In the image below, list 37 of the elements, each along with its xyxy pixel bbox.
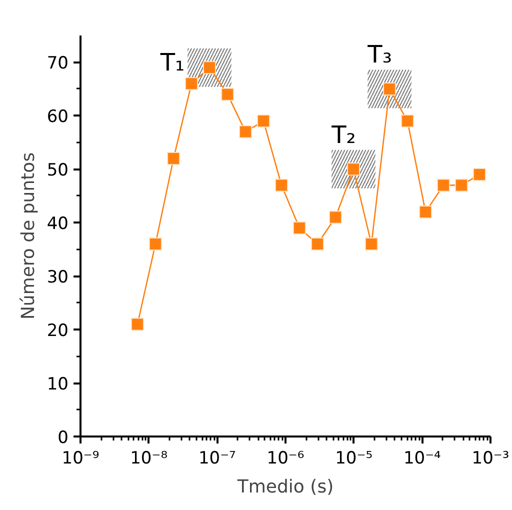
- point: [275, 178, 288, 192]
- point: [292, 221, 306, 234]
- x-tick-label: 10⁻⁵: [335, 448, 373, 468]
- x-tick-label: 10⁻³: [472, 448, 510, 468]
- x-tick-label: 10⁻⁴: [403, 448, 442, 468]
- point: [221, 88, 234, 101]
- point: [148, 238, 162, 251]
- x-tick-label: 10⁻⁸: [130, 448, 168, 468]
- y-tick-label: 70: [46, 54, 69, 74]
- point: [311, 238, 324, 251]
- y-tick-label: 10: [46, 374, 69, 395]
- point: [472, 168, 486, 182]
- point: [167, 152, 180, 165]
- y-axis-title: Número de puntos: [18, 152, 39, 320]
- point: [364, 238, 378, 251]
- x-axis-title: Tmedio (s): [236, 476, 334, 498]
- y-tick-label: 20: [46, 321, 69, 342]
- x-tick-label: 10⁻⁹: [62, 448, 100, 468]
- point: [328, 210, 342, 224]
- point: [184, 77, 198, 90]
- point: [436, 178, 450, 192]
- y-tick-label: 50: [46, 160, 69, 181]
- point: [257, 114, 270, 128]
- x-tick-label: 10⁻⁶: [266, 448, 304, 468]
- x-tick-label: 10⁻⁷: [198, 448, 236, 468]
- y-tick-label: 30: [46, 268, 69, 288]
- y-tick-label: 0: [58, 428, 69, 448]
- annotation: T₃: [366, 40, 392, 69]
- point: [239, 125, 252, 138]
- point: [419, 205, 432, 218]
- y-tick-label: 60: [46, 107, 69, 128]
- point: [454, 178, 468, 192]
- annotation: T₁: [159, 48, 185, 76]
- annotation: T₂: [330, 120, 356, 149]
- y-tick-label: 40: [46, 214, 69, 234]
- point: [130, 318, 144, 331]
- point: [401, 114, 414, 128]
